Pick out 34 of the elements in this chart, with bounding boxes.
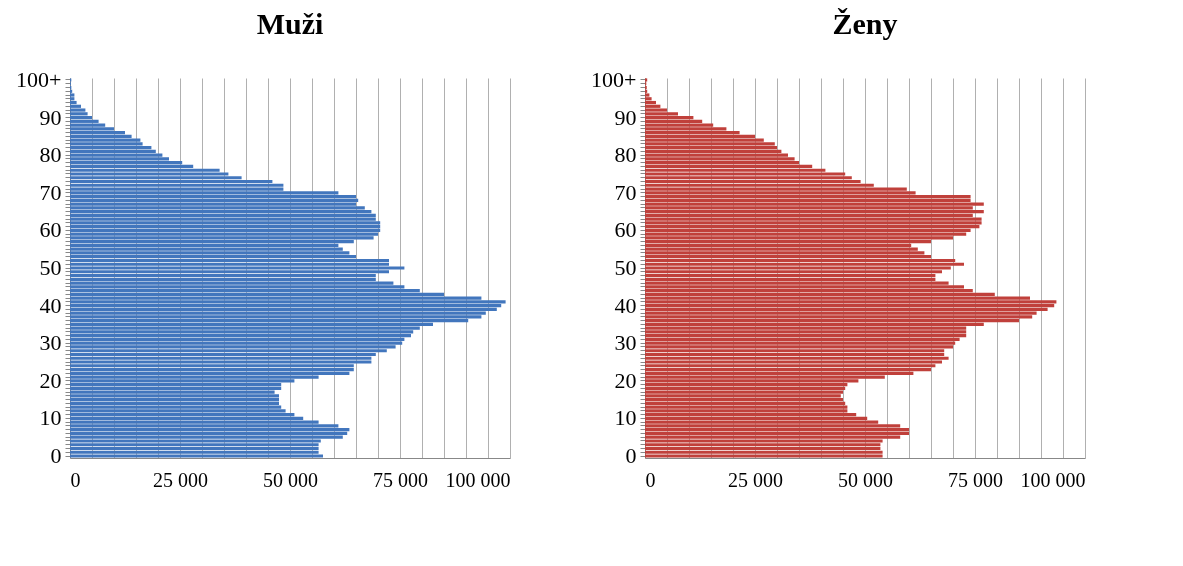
y-tick-label: 30 — [39, 330, 62, 356]
y-tick-label: 0 — [625, 443, 637, 469]
y-tick-label: 100+ — [16, 66, 62, 92]
x-tick-label: 0 — [70, 468, 81, 491]
chart-title: Ženy — [832, 7, 898, 41]
y-tick-label: 80 — [39, 142, 62, 168]
y-tick-label: 90 — [39, 104, 62, 130]
y-tick-label: 60 — [39, 217, 62, 243]
y-tick-label: 20 — [39, 367, 62, 393]
y-tick-label: 50 — [614, 255, 637, 280]
x-tick-label: 75 000 — [948, 468, 1003, 491]
x-tick-label: 75 000 — [373, 468, 428, 491]
x-tick-label: 25 000 — [153, 468, 208, 491]
y-tick-label: 10 — [39, 405, 62, 431]
x-tick-label: 25 000 — [728, 468, 783, 491]
y-tick-label: 60 — [614, 217, 637, 243]
y-tick-label: 80 — [614, 142, 637, 168]
y-tick-label: 30 — [614, 330, 637, 356]
y-tick-label: 40 — [39, 292, 62, 318]
y-tick-label: 90 — [614, 104, 637, 130]
x-tick-label: 0 — [645, 468, 656, 491]
y-tick-label: 0 — [50, 443, 62, 469]
y-tick-label: 100+ — [591, 66, 637, 92]
x-tick-label: 100 000 — [1020, 468, 1086, 491]
y-tick-label: 40 — [614, 292, 637, 318]
y-tick-label: 10 — [614, 405, 637, 431]
x-tick-label: 100 000 — [445, 468, 511, 491]
y-tick-label: 50 — [39, 255, 62, 280]
x-tick-label: 50 000 — [263, 468, 318, 491]
chart-title: Muži — [256, 7, 324, 41]
y-tick-label: 70 — [39, 179, 62, 205]
y-tick-label: 20 — [614, 367, 637, 393]
y-tick-label: 70 — [614, 179, 637, 205]
x-tick-label: 50 000 — [838, 468, 893, 491]
